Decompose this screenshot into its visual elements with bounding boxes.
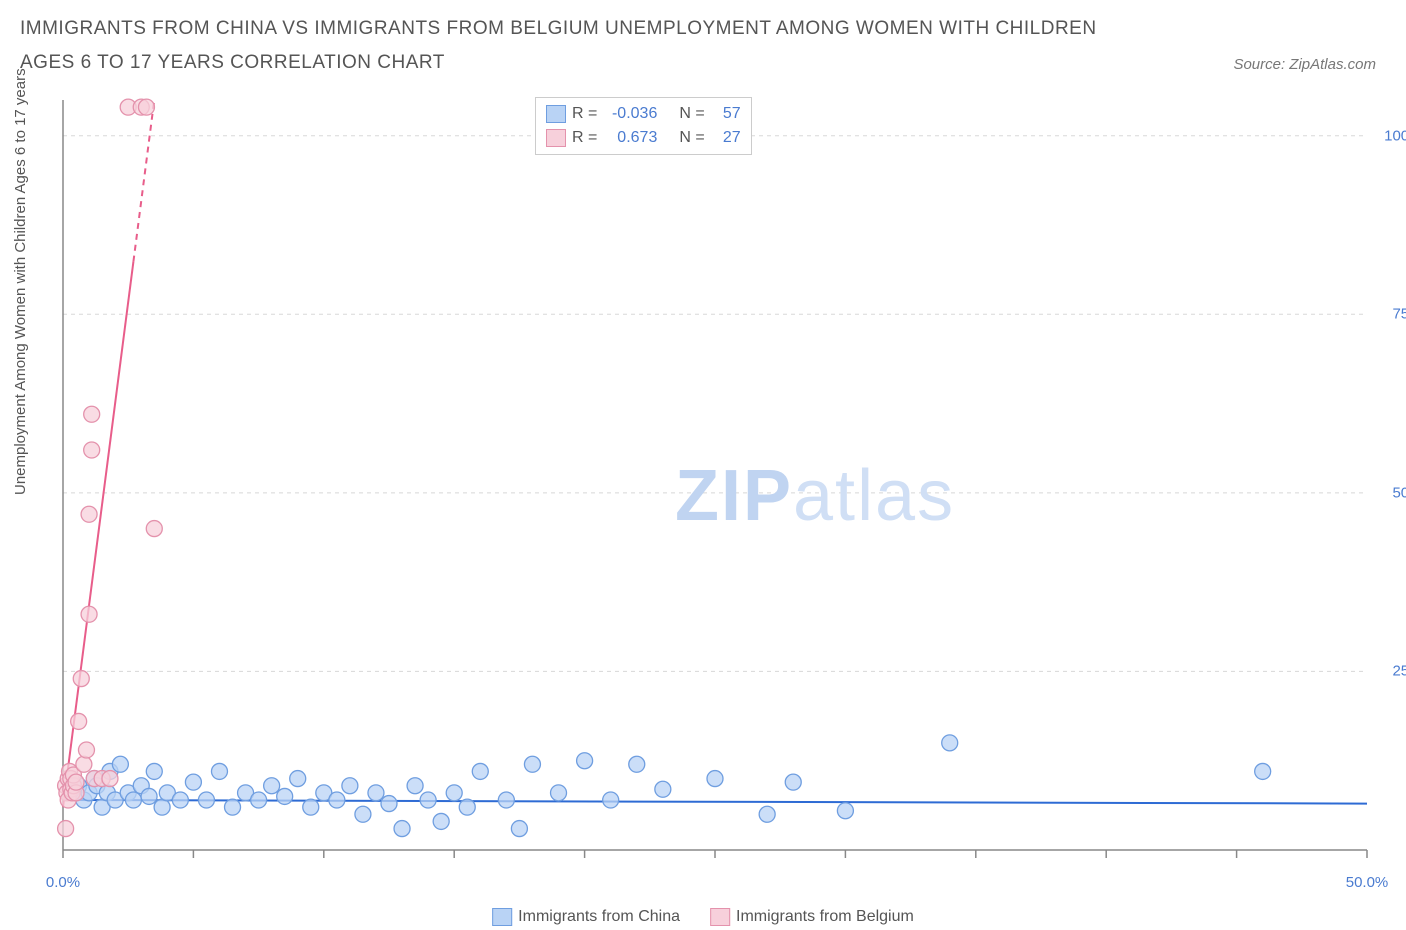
watermark-bold: ZIP: [675, 456, 793, 536]
series-legend: Immigrants from China Immigrants from Bel…: [492, 908, 914, 926]
legend-swatch: [546, 129, 566, 147]
y-tick-label: 75.0%: [1392, 306, 1406, 323]
correlation-legend: R = -0.036 N = 57 R = 0.673 N = 27: [535, 97, 752, 155]
r-value: -0.036: [603, 105, 657, 123]
watermark: ZIPatlas: [675, 455, 955, 537]
legend-item: Immigrants from China: [492, 908, 680, 926]
legend-label: Immigrants from China: [518, 908, 680, 926]
chart-title: IMMIGRANTS FROM CHINA VS IMMIGRANTS FROM…: [20, 12, 1120, 80]
n-value: 57: [711, 105, 741, 123]
n-label: N =: [679, 105, 704, 123]
n-label: N =: [679, 129, 704, 147]
legend-label: Immigrants from Belgium: [736, 908, 914, 926]
legend-swatch: [546, 105, 566, 123]
n-value: 27: [711, 129, 741, 147]
legend-row: R = -0.036 N = 57: [546, 102, 741, 126]
y-tick-label: 25.0%: [1392, 663, 1406, 680]
legend-item: Immigrants from Belgium: [710, 908, 914, 926]
scatter-plot: ZIPatlas R =-0.036N =57R =0.673N =27 0.0…: [55, 95, 1375, 865]
chart-container: Unemployment Among Women with Children A…: [0, 95, 1406, 885]
r-label: R =: [572, 129, 597, 147]
y-tick-label: 100.0%: [1384, 127, 1406, 144]
r-value: 0.673: [603, 129, 657, 147]
r-label: R =: [572, 105, 597, 123]
legend-swatch: [710, 908, 730, 926]
x-tick-label: 0.0%: [46, 874, 80, 891]
legend-row: R = 0.673 N = 27: [546, 126, 741, 150]
x-tick-label: 50.0%: [1346, 874, 1389, 891]
legend-swatch: [492, 908, 512, 926]
y-tick-label: 50.0%: [1392, 484, 1406, 501]
source-label: Source: ZipAtlas.com: [1233, 56, 1376, 73]
watermark-light: atlas: [793, 456, 955, 536]
y-axis-label: Unemployment Among Women with Children A…: [12, 68, 29, 495]
